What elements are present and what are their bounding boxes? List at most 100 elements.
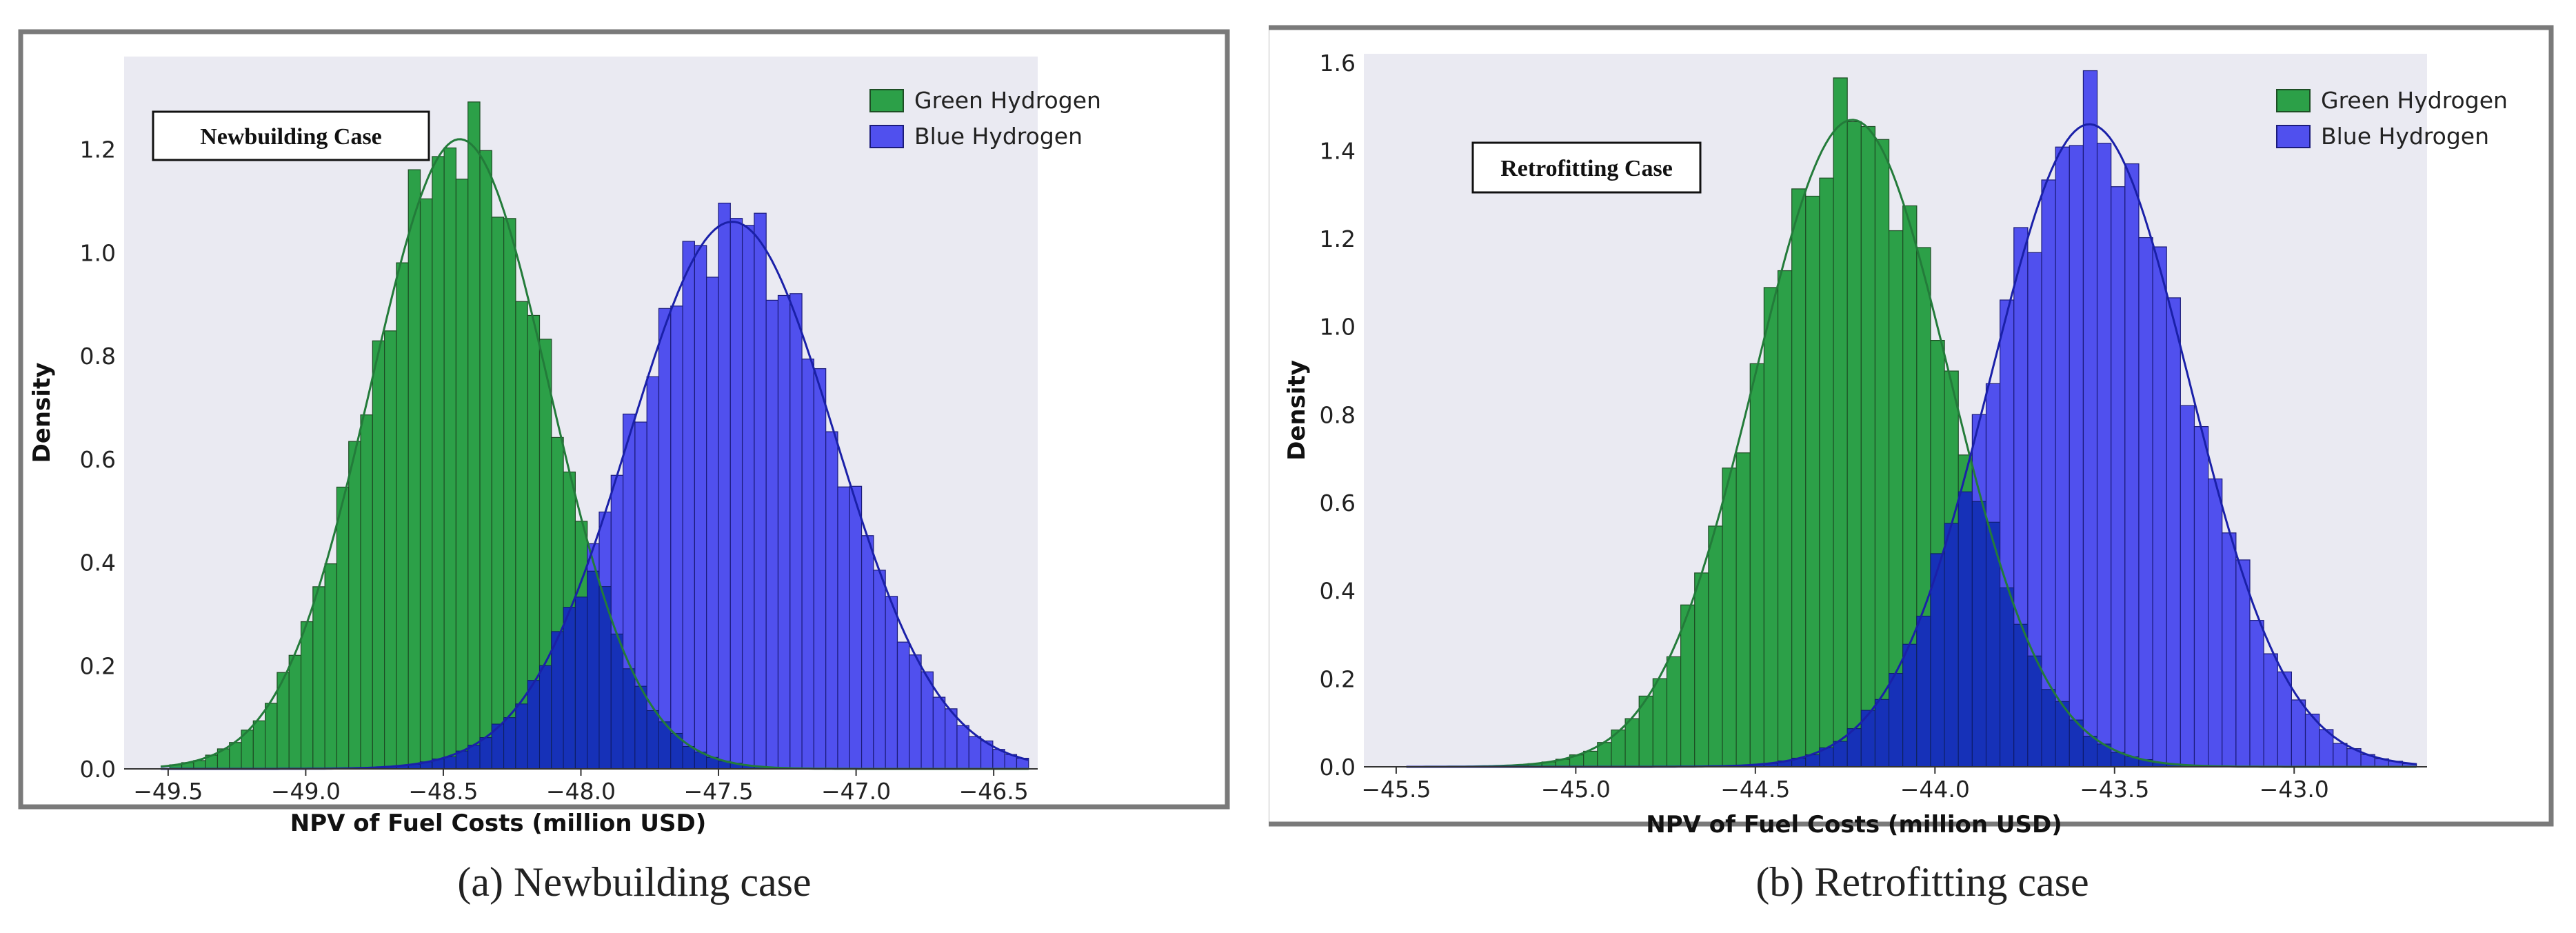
x-tick-label: −49.0 — [271, 778, 341, 805]
x-tick-label: −45.0 — [1541, 776, 1611, 803]
green-hydrogen-bar — [396, 262, 409, 770]
y-axis-label: Density — [1283, 360, 1311, 461]
green-hydrogen-bar — [1833, 77, 1848, 768]
blue-hydrogen-legend-label: Blue Hydrogen — [914, 123, 1083, 150]
y-tick-label: 0.4 — [80, 550, 116, 576]
blue-hydrogen-bar — [2333, 743, 2348, 768]
y-tick-label: 0.4 — [1320, 578, 1356, 605]
legend: Green Hydrogen Blue Hydrogen — [2276, 87, 2508, 150]
blue-hydrogen-bar — [765, 299, 779, 770]
retrofitting-panel: −45.5 −45.0 −44.5 −44.0 −43.5 −43.0 0.0 0.2 0.4 0… — [1269, 0, 2576, 933]
blue-hydrogen-bar — [2152, 246, 2167, 768]
green-hydrogen-legend-swatch — [869, 89, 904, 112]
blue-hydrogen-bar — [825, 431, 838, 770]
overlap-bar — [479, 737, 492, 770]
green-hydrogen-bar — [455, 179, 469, 770]
histogram-bars — [169, 101, 1029, 770]
blue-hydrogen-bar — [909, 654, 922, 770]
green-hydrogen-legend-label: Green Hydrogen — [914, 87, 1101, 114]
blue-hydrogen-bar — [2180, 405, 2195, 768]
retrofitting-chart: −45.5 −45.0 −44.5 −44.0 −43.5 −43.0 0.0 0.2 0.4 0… — [1269, 25, 2554, 839]
overlap-bar — [623, 668, 636, 770]
green-hydrogen-bar — [432, 156, 445, 770]
blue-hydrogen-bar — [2263, 653, 2278, 768]
overlap-bar — [539, 665, 552, 770]
y-tick-label: 0.6 — [80, 446, 116, 473]
blue-hydrogen-bar — [682, 241, 695, 770]
blue-hydrogen-bar — [2208, 478, 2223, 768]
x-tick-label: −43.0 — [2260, 776, 2329, 803]
green-hydrogen-bar — [265, 703, 278, 770]
overlap-bar — [682, 746, 695, 770]
overlap-bar — [515, 703, 528, 770]
blue-hydrogen-bar — [2069, 145, 2084, 768]
blue-hydrogen-bar — [945, 708, 958, 770]
green-hydrogen-bar — [1652, 678, 1668, 768]
green-hydrogen-bar — [372, 340, 385, 770]
green-hydrogen-bar — [1805, 195, 1820, 768]
blue-hydrogen-bar — [968, 736, 982, 770]
x-axis-label: NPV of Fuel Costs (million USD) — [1646, 811, 2062, 839]
y-tick-label: 1.2 — [1320, 225, 1356, 252]
blue-hydrogen-bar — [694, 245, 707, 770]
overlap-bar — [2027, 655, 2042, 768]
green-hydrogen-bar — [1708, 525, 1723, 768]
green-hydrogen-bar — [419, 198, 433, 770]
green-hydrogen-bar — [407, 169, 421, 770]
x-tick-label: −49.5 — [133, 778, 203, 805]
blue-hydrogen-bar — [861, 535, 874, 770]
blue-hydrogen-bar — [932, 696, 946, 770]
case-label-box — [152, 110, 430, 161]
overlap-bar — [2082, 736, 2098, 768]
blue-hydrogen-bar — [2193, 426, 2209, 768]
blue-hydrogen-bar — [729, 218, 743, 770]
overlap-bar — [2041, 689, 2056, 768]
overlap-bar — [587, 570, 600, 770]
blue-hydrogen-bar — [849, 485, 863, 770]
blue-hydrogen-bar — [2082, 70, 2098, 768]
green-hydrogen-bar — [1791, 188, 1807, 768]
overlap-bar — [646, 710, 659, 770]
green-hydrogen-bar — [1694, 572, 1709, 768]
green-hydrogen-bar — [348, 441, 361, 770]
x-tick-label: −47.0 — [821, 778, 891, 805]
green-hydrogen-bar — [479, 150, 492, 770]
blue-hydrogen-bar — [2277, 671, 2292, 768]
green-hydrogen-bar — [229, 742, 242, 770]
blue-hydrogen-bar — [873, 570, 886, 770]
newbuilding-chart: −49.5 −49.0 −48.5 −48.0 −47.5 −47.0 −46.5 0.0 0.… — [18, 29, 1230, 837]
case-label: Newbuilding Case — [200, 124, 382, 150]
blue-hydrogen-bar — [813, 368, 827, 770]
blue-hydrogen-bar — [2041, 179, 2056, 768]
y-tick-label: 0.6 — [1320, 490, 1356, 516]
green-hydrogen-bar — [1777, 270, 1793, 768]
y-tick-label: 0.0 — [1320, 754, 1356, 781]
overlap-bar — [1944, 523, 1959, 768]
blue-hydrogen-legend-swatch — [2276, 125, 2311, 148]
green-hydrogen-bar — [360, 414, 373, 770]
green-hydrogen-bar — [443, 147, 457, 770]
overlap-bar — [610, 633, 624, 770]
blue-hydrogen-bar — [670, 305, 683, 770]
overlap-bar — [574, 596, 588, 770]
x-tick-label: −47.5 — [683, 778, 753, 805]
blue-hydrogen-bar — [2166, 297, 2181, 768]
blue-hydrogen-bar — [956, 725, 969, 770]
blue-hydrogen-bar — [896, 641, 910, 770]
green-hydrogen-bar — [515, 301, 528, 770]
y-tick-label: 0.0 — [80, 756, 116, 783]
blue-hydrogen-bar — [2291, 699, 2306, 768]
green-hydrogen-bar — [1735, 452, 1751, 768]
green-hydrogen-bar — [336, 486, 350, 770]
green-hydrogen-bar — [1666, 656, 1682, 768]
green-hydrogen-bar — [1722, 468, 1737, 768]
overlap-bar — [2000, 587, 2015, 768]
y-tick-label: 1.2 — [80, 137, 116, 163]
blue-hydrogen-bar — [646, 376, 660, 770]
x-axis-label: NPV of Fuel Costs (million USD) — [290, 810, 707, 837]
blue-hydrogen-bar — [837, 486, 850, 770]
blue-hydrogen-bar — [2249, 620, 2264, 768]
y-tick-label: 1.0 — [1320, 314, 1356, 341]
newbuilding-panel: −49.5 −49.0 −48.5 −48.0 −47.5 −47.0 −46.5 0.0 0.… — [0, 0, 1269, 933]
green-hydrogen-bar — [1583, 750, 1598, 768]
